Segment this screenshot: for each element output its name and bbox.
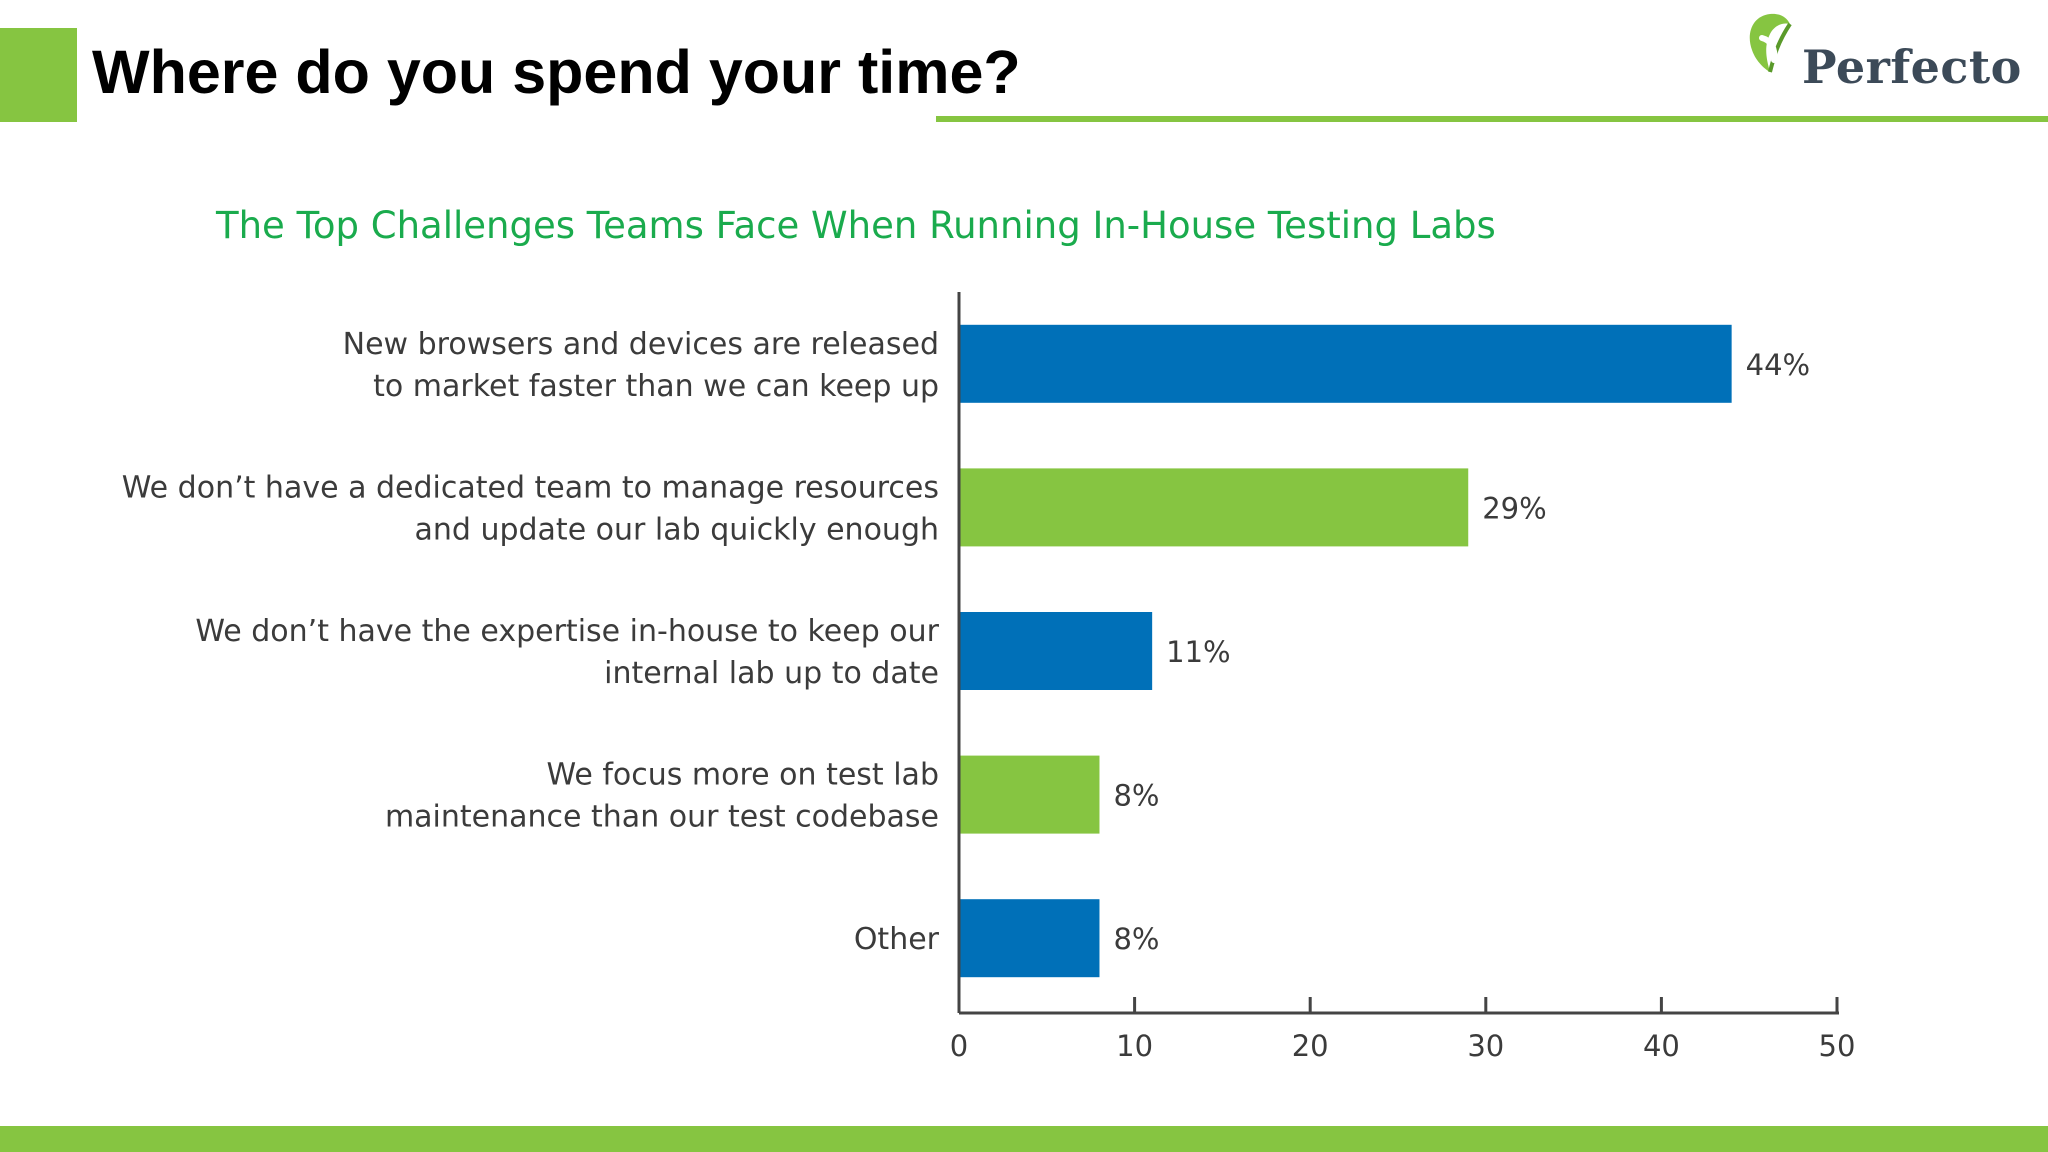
data-label-4: 8% <box>1113 922 1159 956</box>
category-label-1-1: and update our lab quickly enough <box>414 512 939 547</box>
category-label-2-0: We don’t have the expertise in-house to … <box>195 614 939 649</box>
data-label-0: 44% <box>1746 348 1810 382</box>
category-label-2-1: internal lab up to date <box>604 656 939 691</box>
category-label-0-1: to market faster than we can keep up <box>373 369 939 404</box>
x-tick-label-0: 0 <box>950 1029 968 1063</box>
x-tick-label-2: 20 <box>1292 1029 1329 1063</box>
category-label-3-1: maintenance than our test codebase <box>385 800 939 835</box>
logo-wordmark: Perfecto <box>1802 40 2022 94</box>
title-underline <box>936 116 2048 122</box>
chart-title: The Top Challenges Teams Face When Runni… <box>216 204 1496 247</box>
leaf-icon <box>1749 13 1792 73</box>
bar-3 <box>959 755 1100 834</box>
category-label-4-0: Other <box>854 922 940 957</box>
category-label-1-0: We don’t have a dedicated team to manage… <box>122 470 939 505</box>
x-tick-label-3: 30 <box>1467 1029 1504 1063</box>
bar-4 <box>959 899 1100 978</box>
footer-bar <box>0 1126 2048 1152</box>
category-label-0-0: New browsers and devices are released <box>343 327 939 362</box>
data-label-1: 29% <box>1482 491 1546 525</box>
slide-title: Where do you spend your time? <box>92 38 1021 106</box>
x-tick-label-4: 40 <box>1643 1029 1680 1063</box>
data-label-3: 8% <box>1113 779 1159 813</box>
title-accent-square <box>0 28 77 122</box>
perfecto-logo: Perfecto <box>1740 8 2021 98</box>
bar-2 <box>959 612 1153 690</box>
data-label-2: 11% <box>1166 635 1230 669</box>
x-tick-label-1: 10 <box>1116 1029 1153 1063</box>
category-label-3-0: We focus more on test lab <box>546 758 939 793</box>
bar-0 <box>959 324 1732 403</box>
bar-1 <box>959 468 1469 547</box>
x-tick-label-5: 50 <box>1819 1029 1856 1063</box>
